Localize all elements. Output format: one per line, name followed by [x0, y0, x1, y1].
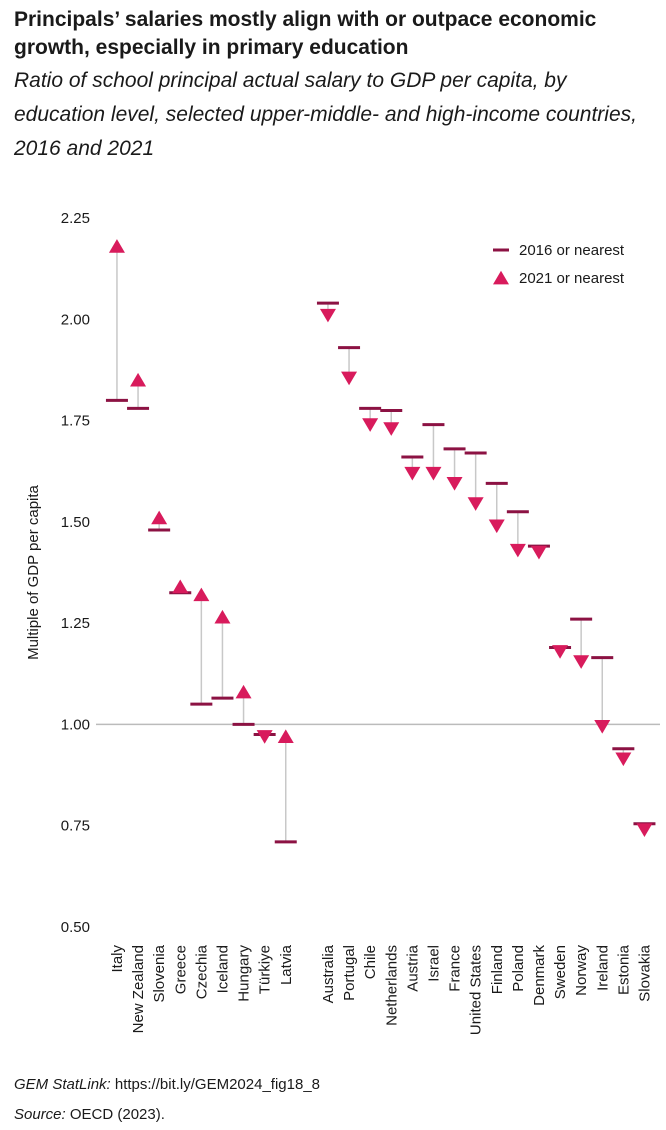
x-tick-label: Slovakia: [636, 944, 653, 1001]
marker-2021: [383, 422, 400, 436]
x-tick-label: Türkiye: [257, 945, 274, 994]
x-tick-label: Chile: [362, 945, 379, 979]
note-label: Source:: [14, 1106, 66, 1123]
legend-marker: [493, 270, 509, 285]
x-tick-label: Greece: [172, 945, 189, 994]
x-tick-label: France: [447, 945, 464, 992]
marker-2021: [214, 609, 231, 624]
y-tick-label: 0.75: [61, 818, 90, 835]
notes: GEM StatLink: https://bit.ly/GEM2024_fig…: [14, 1070, 320, 1130]
x-tick-label: Czechia: [193, 944, 210, 999]
x-tick-label: Hungary: [236, 945, 253, 1002]
x-tick-label: Ireland: [594, 945, 611, 991]
legend-label: 2016 or nearest: [519, 242, 625, 259]
y-tick-label: 1.75: [61, 413, 90, 430]
y-tick-label: 2.25: [61, 210, 90, 227]
x-tick-label: Poland: [510, 945, 527, 992]
marker-2021: [488, 519, 505, 534]
note: GEM StatLink: https://bit.ly/GEM2024_fig…: [14, 1070, 320, 1100]
x-tick-label: Denmark: [531, 945, 548, 1006]
y-tick-label: 1.00: [61, 716, 90, 733]
note: Source: OECD (2023).: [14, 1100, 320, 1130]
marker-2021: [277, 729, 294, 743]
x-tick-label: Slovenia: [151, 944, 168, 1002]
x-tick-label: Portugal: [341, 945, 358, 1001]
x-tick-label: Italy: [109, 945, 126, 973]
marker-2021: [425, 466, 442, 481]
x-tick-label: Estonia: [615, 944, 632, 995]
marker-2021: [151, 510, 168, 525]
x-tick-label: Iceland: [214, 945, 231, 993]
marker-2021: [636, 823, 653, 837]
marker-2021: [446, 476, 463, 491]
marker-2021: [530, 545, 547, 560]
y-axis-label: Multiple of GDP per capita: [25, 484, 42, 659]
marker-2021: [573, 655, 590, 669]
marker-2021: [319, 308, 336, 323]
x-tick-label: Sweden: [552, 945, 569, 999]
x-tick-label: Finland: [489, 945, 506, 994]
chart-subtitle: Ratio of school principal actual salary …: [14, 69, 637, 160]
x-tick-label: United States: [468, 945, 485, 1035]
y-tick-label: 1.50: [61, 514, 90, 531]
marker-2021: [108, 239, 125, 253]
marker-2021: [509, 543, 526, 558]
x-tick-label: Norway: [573, 945, 590, 996]
note-text: OECD (2023).: [69, 1106, 165, 1123]
x-tick-label: New Zealand: [130, 945, 147, 1033]
note-label: GEM StatLink:: [14, 1076, 111, 1093]
x-tick-label: Israel: [425, 945, 442, 982]
x-tick-label: Latvia: [278, 944, 295, 985]
marker-2021: [130, 372, 147, 387]
x-tick-label: Netherlands: [383, 945, 400, 1026]
y-tick-label: 1.25: [61, 615, 90, 632]
marker-2021: [235, 684, 252, 699]
marker-2021: [552, 645, 569, 659]
marker-2021: [172, 579, 189, 594]
y-tick-label: 0.50: [61, 919, 90, 936]
marker-2021: [362, 418, 379, 432]
y-tick-label: 2.00: [61, 311, 90, 328]
x-tick-label: Austria: [404, 944, 421, 991]
marker-2021: [341, 371, 358, 386]
marker-2021: [467, 497, 484, 511]
chart-title: Principals’ salaries mostly align with o…: [14, 8, 597, 59]
marker-2021: [193, 587, 210, 602]
legend-label: 2021 or nearest: [519, 270, 625, 287]
marker-2021: [594, 720, 611, 734]
marker-2021: [615, 752, 632, 767]
note-text: https://bit.ly/GEM2024_fig18_8: [114, 1076, 320, 1093]
x-tick-label: Australia: [320, 944, 337, 1003]
marker-2021: [404, 466, 421, 481]
marker-2021: [256, 730, 273, 744]
